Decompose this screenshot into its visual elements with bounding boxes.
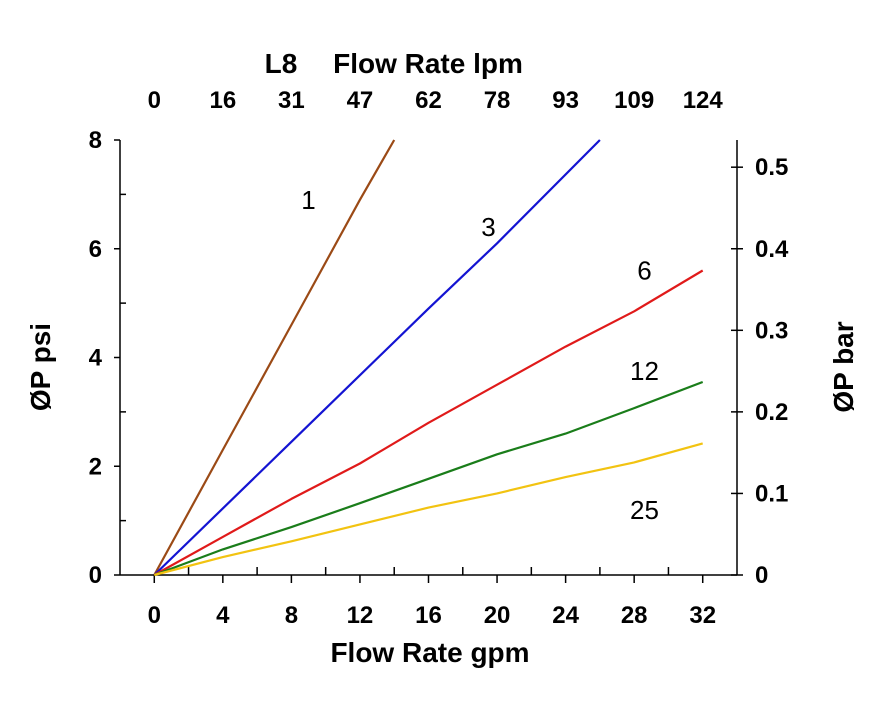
y-tick-label: 8: [89, 127, 102, 154]
top-tick-label: 124: [683, 87, 724, 114]
right-tick-label: 0.5: [755, 154, 788, 181]
series-label-25: 25: [630, 495, 659, 525]
series-line-1: [153, 139, 396, 576]
y-tick-label: 0: [89, 562, 102, 589]
series-line-3: [153, 139, 601, 576]
x-tick-label: 8: [285, 602, 298, 629]
right-tick-label: 0.1: [755, 480, 788, 507]
x-tick-label: 20: [484, 602, 511, 629]
y-tick-label: 6: [89, 236, 102, 263]
top-tick-label: 93: [552, 87, 579, 114]
right-tick-label: 0.2: [755, 399, 788, 426]
top-tick-label: 109: [614, 87, 654, 114]
x-tick-label: 12: [347, 602, 374, 629]
y-axis-left-title: ØP psi: [25, 323, 56, 411]
y-tick-label: 4: [89, 345, 103, 372]
top-tick-label: 78: [484, 87, 511, 114]
series-label-1: 1: [301, 185, 315, 215]
top-tick-label: 31: [278, 87, 305, 114]
x-tick-label: 4: [216, 602, 230, 629]
series-line-12: [153, 380, 704, 577]
top-tick-label: 62: [415, 87, 442, 114]
series-label-12: 12: [630, 356, 659, 386]
series-label-6: 6: [637, 256, 651, 286]
x-tick-label: 24: [552, 602, 579, 629]
y-tick-label: 2: [89, 453, 102, 480]
x-tick-label: 0: [148, 602, 161, 629]
right-tick-label: 0.3: [755, 317, 788, 344]
x-tick-label: 32: [689, 602, 716, 629]
ticks-layer: [114, 139, 743, 583]
chart-title-prefix: L8: [265, 48, 298, 79]
top-tick-label: 47: [347, 87, 374, 114]
x-tick-label: 16: [415, 602, 442, 629]
top-tick-label: 0: [148, 87, 161, 114]
series-label-3: 3: [481, 212, 495, 242]
top-tick-label: 16: [209, 87, 236, 114]
y-axis-right-title: ØP bar: [828, 321, 859, 412]
x-axis-title: Flow Rate gpm: [330, 637, 529, 668]
right-tick-label: 0.4: [755, 236, 789, 263]
right-tick-label: 0: [755, 562, 768, 589]
x-tick-label: 28: [621, 602, 648, 629]
series-line-25: [154, 442, 703, 577]
top-axis-title: Flow Rate lpm: [333, 48, 523, 79]
series-line-6: [153, 269, 704, 576]
series-layer: [153, 139, 704, 577]
tick-labels-layer: 0 4 8 12 16 20 24 28 320 16 31 47 62 78 93 109 124024680…: [89, 87, 789, 629]
